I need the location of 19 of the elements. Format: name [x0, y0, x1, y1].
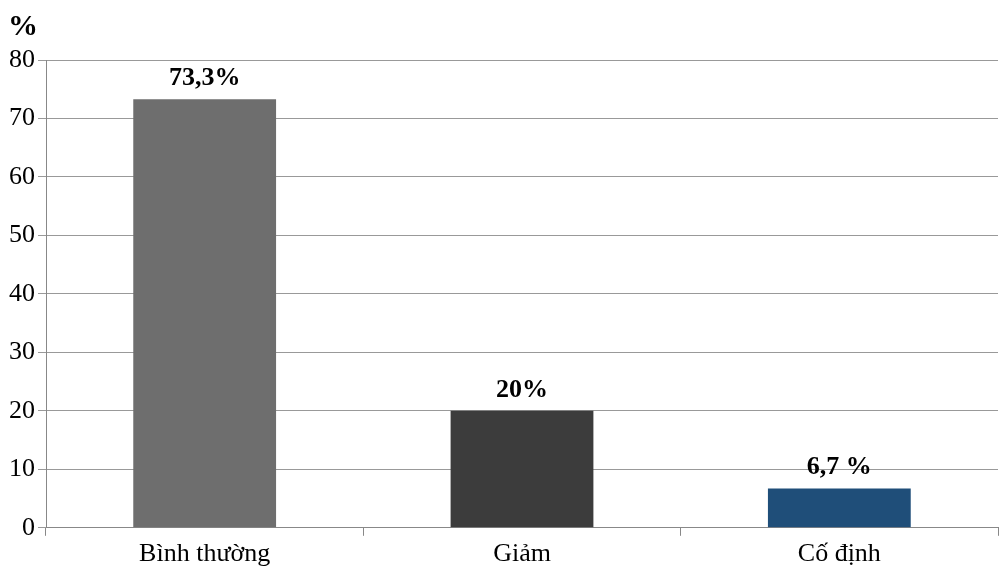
x-tick-label: Cố định — [797, 538, 881, 568]
x-tick-label: Bình thường — [139, 538, 271, 568]
data-label: 73,3% — [168, 61, 241, 91]
x-tick-label: Giảm — [493, 538, 551, 568]
y-axis-title: % — [8, 7, 38, 41]
y-tick-label: 0 — [22, 511, 35, 541]
y-tick-label: 10 — [9, 453, 35, 483]
y-tick-label: 30 — [9, 336, 35, 366]
y-tick-label: 20 — [9, 394, 35, 424]
data-label: 20% — [496, 373, 548, 403]
y-tick-label: 60 — [9, 160, 35, 190]
y-tick-label: 70 — [9, 102, 35, 132]
data-label: 6,7 % — [806, 451, 872, 481]
y-tick-label: 80 — [9, 43, 35, 73]
bar — [450, 410, 594, 528]
y-tick-label: 40 — [9, 277, 35, 307]
bar — [767, 488, 911, 528]
bar — [133, 99, 277, 528]
y-tick-label: 50 — [9, 219, 35, 249]
